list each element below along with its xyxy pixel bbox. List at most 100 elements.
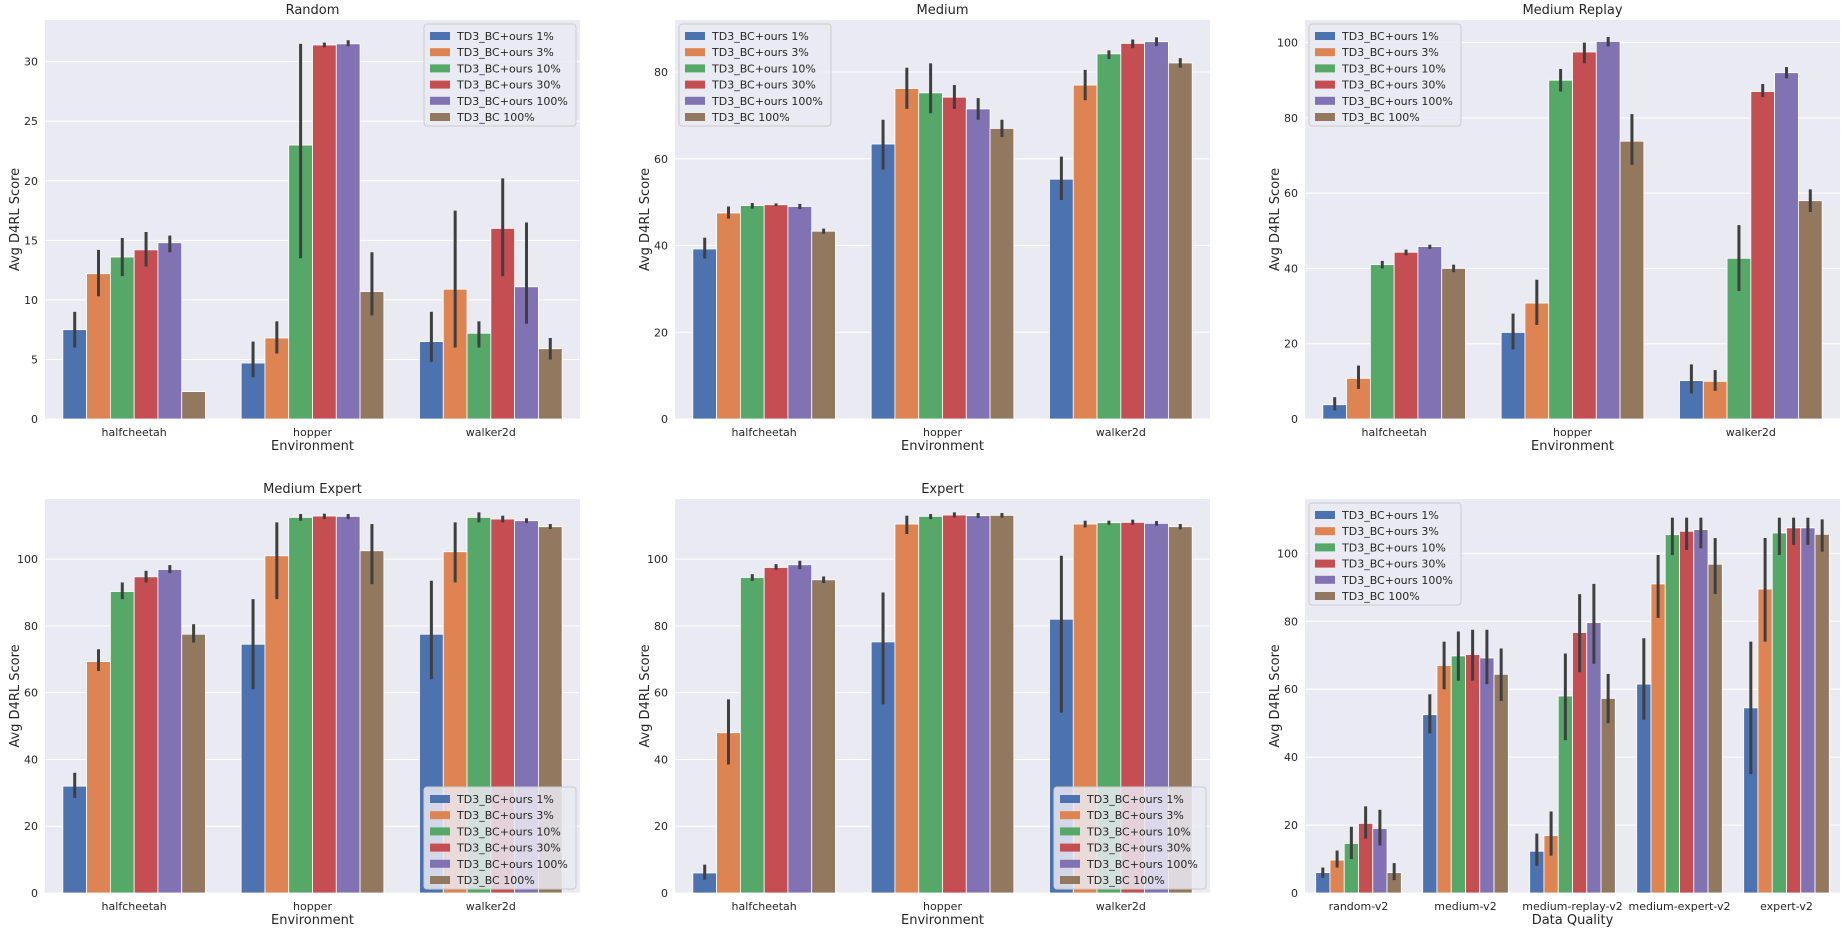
bar [1595,41,1621,420]
legend-swatch [685,113,705,121]
bar [1800,527,1816,894]
legend-label: TD3_BC 100% [1086,874,1165,887]
bar [1707,563,1723,894]
bar [288,516,313,894]
y-tick-label: 60 [1284,187,1298,200]
legend-label: TD3_BC+ours 30% [456,79,561,92]
legend-swatch [430,811,450,820]
bar [133,249,159,420]
bar [942,514,967,894]
x-axis-label: Environment [1531,439,1614,454]
bar [894,523,920,894]
legend-swatch [1315,32,1335,40]
y-tick-label: 80 [654,66,668,79]
legend-label: TD3_BC+ours 30% [1341,79,1446,92]
bar [86,661,111,894]
x-axis-label: Environment [901,439,984,454]
legend-swatch [430,859,450,868]
bar [335,43,361,420]
legend-swatch [1060,859,1080,868]
bar [1572,51,1597,420]
x-tick-label: walker2d [466,900,516,913]
legend-swatch [1315,80,1335,89]
y-tick-label: 60 [654,153,668,166]
bar [157,569,183,894]
legend-box [1308,23,1462,127]
legend-swatch [430,48,450,57]
legend-swatch [1315,48,1335,57]
legend-swatch [430,876,450,884]
bar [918,515,943,894]
bar [1096,53,1122,420]
legend-swatch [430,795,450,803]
legend-label: TD3_BC+ours 30% [1341,558,1446,571]
bar [1441,268,1466,420]
legend: TD3_BC+ours 1% TD3_BC+ours 3% TD3_BC+ours … [1053,786,1207,890]
bar [181,633,206,894]
y-tick-label: 20 [654,820,668,833]
y-tick-label: 80 [1284,112,1298,125]
y-tick-label: 0 [1291,413,1298,426]
legend-label: TD3_BC+ours 10% [1341,541,1446,554]
legend-box [1053,786,1207,890]
legend: TD3_BC+ours 1% TD3_BC+ours 3% TD3_BC+ours … [1308,23,1462,127]
bar [1548,79,1573,420]
legend-swatch [1315,592,1335,600]
legend-label: TD3_BC 100% [1341,590,1420,603]
bar [787,206,813,420]
bar [811,579,836,894]
legend-label: TD3_BC+ours 30% [456,842,561,855]
y-axis-label: Avg D4RL Score [638,168,653,271]
x-tick-label: hopper [923,900,962,913]
x-tick-label: hopper [293,426,332,439]
legend-box [678,23,832,127]
legend-label: TD3_BC+ours 3% [1341,46,1439,59]
legend-label: TD3_BC+ours 1% [711,30,809,43]
legend-swatch [430,32,450,40]
x-axis-label: Data Quality [1532,913,1614,928]
chart-title: Medium Expert [263,482,362,497]
legend-swatch [1315,559,1335,568]
legend-swatch [1315,575,1335,584]
legend-swatch [430,64,450,73]
legend-label: TD3_BC 100% [711,111,790,124]
chart-title: Expert [921,482,964,497]
bar [1417,246,1443,420]
legend-swatch [1060,827,1080,836]
legend-label: TD3_BC+ours 100% [1341,574,1453,587]
bar [965,515,991,894]
y-tick-label: 25 [24,115,38,128]
legend-swatch [1060,811,1080,820]
legend-label: TD3_BC+ours 100% [456,858,568,871]
y-tick-label: 0 [31,413,38,426]
legend-label: TD3_BC 100% [456,111,535,124]
legend-swatch [685,64,705,73]
subplot-3: 0 20 40 60 80 100 halfcheetah hopper walker2d Med… [1268,3,1840,454]
y-tick-label: 40 [1284,751,1298,764]
bar [133,576,159,894]
bar [1167,62,1193,420]
y-tick-label: 40 [1284,262,1298,275]
legend-label: TD3_BC+ours 100% [1341,95,1453,108]
bar [989,514,1015,894]
y-tick-label: 80 [24,620,38,633]
legend-swatch [430,827,450,836]
legend-swatch [1315,64,1335,73]
legend-box [423,786,577,890]
legend: TD3_BC+ours 1% TD3_BC+ours 3% TD3_BC+ours … [678,23,832,127]
y-tick-label: 5 [31,353,38,366]
bar [1786,527,1802,894]
x-tick-label: hopper [923,426,962,439]
y-axis-label: Avg D4RL Score [1268,168,1283,271]
x-tick-label: hopper [1553,426,1592,439]
bar [894,88,920,420]
x-tick-label: medium-expert-v2 [1628,900,1730,913]
chart-title: Medium [917,3,969,18]
bar [989,128,1015,420]
legend-label: TD3_BC+ours 100% [1086,858,1198,871]
legend-swatch [430,843,450,852]
y-tick-label: 60 [1284,683,1298,696]
bar [1679,530,1695,894]
bar [1422,714,1438,894]
